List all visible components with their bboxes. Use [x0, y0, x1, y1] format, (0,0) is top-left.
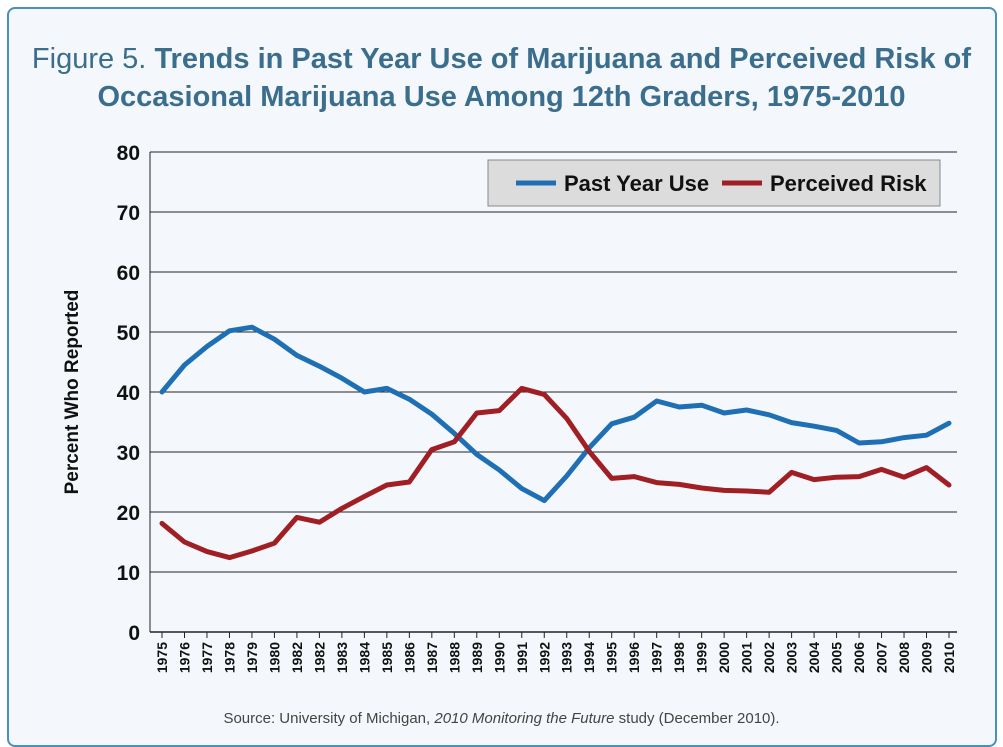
source-text: Source: University of Michigan, — [223, 710, 435, 727]
title-line-2: Occasional Marijuana Use Among 12th Grad… — [97, 81, 906, 113]
y-tick-label: 80 — [117, 142, 140, 165]
x-tick-label: 1986 — [401, 642, 417, 673]
x-tick-label: 1997 — [649, 642, 665, 673]
x-tick-label: 1992 — [536, 642, 552, 673]
y-tick-label: 0 — [128, 622, 140, 645]
x-tick-label: 1982 — [289, 642, 305, 673]
legend: Past Year Use Perceived Risk — [487, 159, 941, 207]
x-tick-label: 1983 — [334, 642, 350, 673]
x-tick-label: 1979 — [244, 642, 260, 673]
x-tick-label: 1987 — [424, 642, 440, 673]
x-tick-label: 2002 — [761, 642, 777, 673]
x-tick-label: 2009 — [919, 642, 935, 673]
x-tick-label: 2010 — [941, 642, 957, 673]
y-axis-title: Percent Who Reported — [62, 290, 83, 495]
x-tick-label: 1988 — [446, 642, 462, 673]
x-tick-label: 1977 — [199, 642, 215, 673]
x-tick-label: 1980 — [266, 642, 282, 673]
series-line-past-year-use — [159, 324, 952, 504]
x-tick-label: 2005 — [829, 642, 845, 673]
x-tick-label: 2000 — [716, 642, 732, 673]
x-tick-label: 1982 — [311, 642, 327, 673]
y-tick-label: 30 — [117, 442, 140, 465]
legend-label-past-year-use: Past Year Use — [564, 171, 709, 196]
x-tick-label: 1990 — [491, 642, 507, 673]
x-tick-label: 1976 — [176, 642, 192, 673]
legend-box — [487, 159, 941, 207]
legend-label-perceived-risk: Perceived Risk — [770, 171, 927, 196]
x-tick-label: 2007 — [874, 642, 890, 673]
x-tick-label: 1975 — [154, 642, 170, 673]
y-tick-label: 70 — [117, 202, 140, 225]
x-tick-label: 1994 — [581, 642, 597, 673]
x-tick-label: 1999 — [694, 642, 710, 673]
source-text-end: study (December 2010). — [614, 710, 780, 727]
x-tick-label: 1991 — [514, 642, 530, 673]
y-tick-label: 50 — [117, 322, 140, 345]
x-tick-label: 1996 — [626, 642, 642, 673]
y-tick-label: 10 — [117, 562, 140, 585]
x-tick-label: 2004 — [806, 642, 822, 673]
x-tick-label: 1995 — [604, 642, 620, 673]
figure-number: Figure 5. — [31, 43, 147, 75]
x-tick-label: 2001 — [739, 642, 755, 673]
y-tick-label: 60 — [117, 262, 140, 285]
x-tick-label: 1993 — [559, 642, 575, 673]
x-tick-label: 2006 — [851, 642, 867, 673]
source-study-name: 2010 Monitoring the Future — [434, 710, 615, 727]
title-line-1: Trends in Past Year Use of Marijuana and… — [154, 43, 972, 75]
x-tick-label: 1978 — [221, 642, 237, 673]
y-tick-label: 40 — [117, 382, 140, 405]
series-line-perceived-risk — [159, 385, 952, 561]
x-tick-label: 1998 — [671, 642, 687, 673]
x-tick-label: 1989 — [469, 642, 485, 673]
source-note: Source: University of Michigan, 2010 Mon… — [0, 710, 1003, 727]
x-tick-label: 2008 — [896, 642, 912, 673]
x-tick-label: 2003 — [784, 642, 800, 673]
x-tick-label: 1984 — [356, 642, 372, 673]
x-tick-label: 1985 — [379, 642, 395, 673]
figure-title: Figure 5. Trends in Past Year Use of Mar… — [0, 40, 1003, 116]
y-tick-label: 20 — [117, 502, 140, 525]
